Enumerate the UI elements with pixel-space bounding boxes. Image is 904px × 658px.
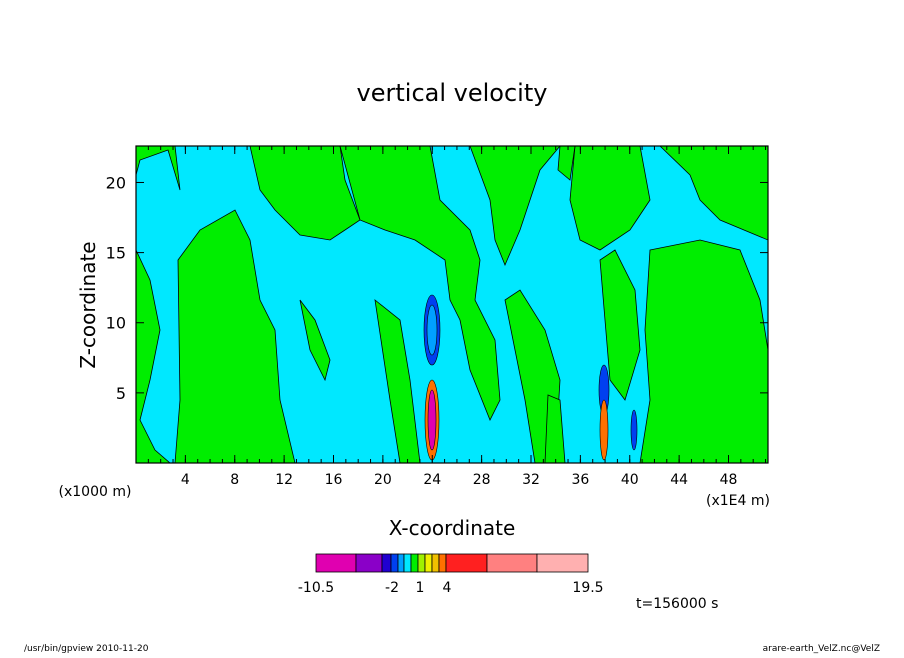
x-tick-label: 40 — [621, 472, 639, 488]
contour-region — [504, 289, 561, 463]
colorbar-segment — [355, 553, 383, 573]
y-tick-label: 20 — [106, 173, 126, 192]
x-tick-label: 12 — [275, 472, 293, 488]
x-tick-label: 20 — [374, 472, 392, 488]
contour-region — [469, 146, 561, 267]
colorbar-segment — [315, 553, 357, 573]
contour-region — [174, 209, 296, 463]
contour-region — [569, 146, 651, 251]
footer-right: arare-earth_VelZ.nc@VelZ — [763, 644, 880, 654]
time-label: t=156000 s — [636, 596, 718, 612]
colorbar-segment — [403, 553, 412, 573]
colorbar: -10.5 -2 1 4 19.5 — [298, 553, 604, 596]
colorbar-segment — [417, 553, 426, 573]
x-tick-label: 48 — [720, 472, 738, 488]
convective-core — [599, 399, 609, 461]
contour-region — [374, 299, 421, 463]
contour-region — [299, 299, 331, 382]
contour-region — [659, 146, 768, 241]
x-tick-label: 8 — [230, 472, 239, 488]
colorbar-label: 1 — [416, 580, 425, 596]
contour-region — [544, 394, 566, 463]
contour-region — [639, 239, 768, 463]
convective-core — [426, 304, 438, 356]
y-tick-label: 15 — [106, 244, 126, 263]
x-unit-right: (x1E4 m) — [706, 493, 770, 509]
colorbar-segment — [410, 553, 419, 573]
contour-region — [136, 146, 181, 191]
contour-region — [249, 146, 361, 241]
colorbar-segment — [381, 553, 392, 573]
colorbar-segment — [536, 553, 589, 573]
colorbar-segment — [445, 553, 488, 573]
x-axis-label: X-coordinate — [389, 516, 516, 540]
x-tick-label: 32 — [522, 472, 540, 488]
y-tick-label: 10 — [106, 314, 126, 333]
colorbar-label: -2 — [385, 580, 399, 596]
contour-region — [136, 249, 171, 463]
colorbar-segment — [424, 553, 433, 573]
colorbar-segment — [438, 553, 447, 573]
x-tick-label: 44 — [670, 472, 688, 488]
colorbar-segment — [486, 553, 538, 573]
contour-region — [557, 146, 576, 181]
chart-title: vertical velocity — [357, 79, 548, 107]
x-tick-label: 36 — [571, 472, 589, 488]
colorbar-label: 4 — [443, 580, 452, 596]
colorbar-label: 19.5 — [572, 580, 603, 596]
colorbar-segment — [390, 553, 399, 573]
colorbar-segment — [397, 553, 405, 573]
contour-field — [136, 146, 768, 463]
x-tick-label: 24 — [423, 472, 441, 488]
contour-region — [599, 249, 641, 401]
contour-region — [339, 146, 501, 421]
colorbar-segment — [431, 553, 440, 573]
colorbar-label: -10.5 — [298, 580, 334, 596]
plot-frame — [135, 145, 769, 464]
convective-core — [630, 409, 638, 451]
x-tick-label: 4 — [181, 472, 190, 488]
y-tick-label: 5 — [116, 384, 126, 403]
convective-core — [427, 389, 437, 451]
y-axis-label: Z-coordinate — [76, 241, 100, 368]
footer-left: /usr/bin/gpview 2010-11-20 — [24, 644, 149, 654]
x-unit-left: (x1000 m) — [59, 484, 132, 500]
x-tick-label: 16 — [325, 472, 343, 488]
x-tick-label: 28 — [473, 472, 491, 488]
